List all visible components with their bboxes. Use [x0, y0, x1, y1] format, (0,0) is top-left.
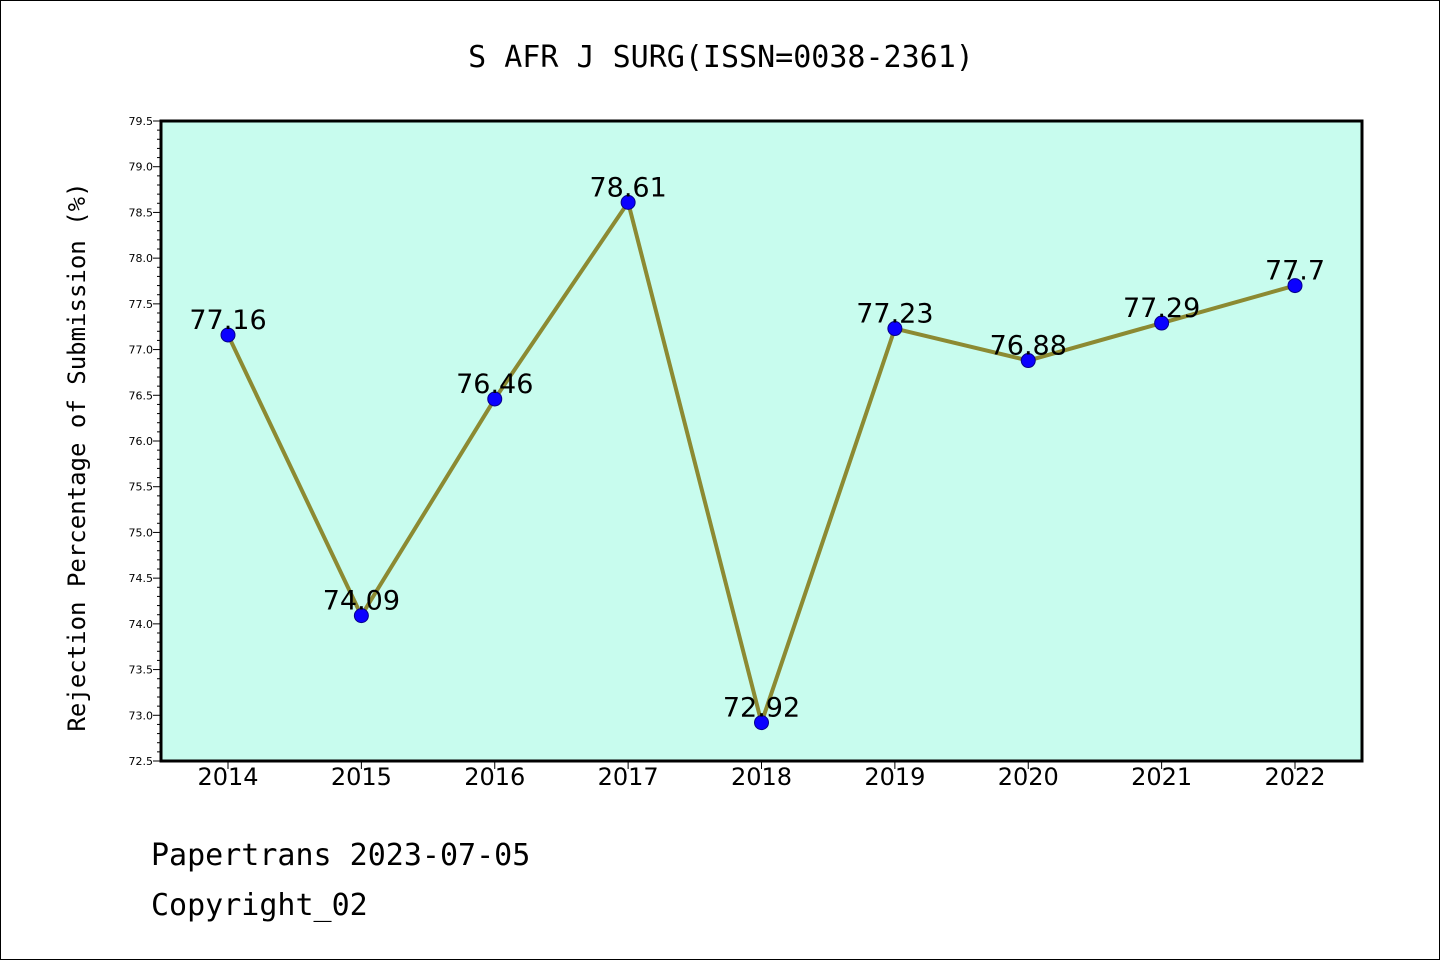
data-point [487, 391, 503, 407]
data-point [1287, 278, 1303, 294]
y-tick-label: 77.0 [129, 344, 154, 357]
data-point [887, 321, 903, 337]
data-label: 77.23 [856, 299, 933, 330]
y-tick-label: 75.0 [129, 526, 154, 539]
data-point [754, 715, 769, 731]
data-point [220, 327, 236, 343]
plot-border [159, 119, 1364, 763]
x-tick-label: 2018 [731, 763, 792, 791]
y-tick-label: 74.5 [129, 572, 154, 585]
y-tick-label: 78.0 [129, 252, 154, 265]
y-tick-label: 79.5 [129, 115, 154, 128]
plot-area: 72.5 73.0 73.5 74.0 74.5 75.0 75.5 76.0 76.5 77.0… [129, 115, 1364, 791]
footer-copyright: Copyright_02 [151, 888, 368, 923]
y-tick-label: 75.5 [129, 481, 154, 494]
data-label: 77.29 [1123, 293, 1200, 324]
y-tick-label: 78.5 [129, 206, 154, 219]
data-label: 72.92 [723, 693, 800, 724]
data-point [1020, 353, 1036, 369]
data-label: 77.16 [189, 305, 266, 336]
y-axis-label: Rejection Percentage of Submission (%) [63, 182, 91, 731]
plot-background [161, 121, 1362, 761]
y-tick-label: 73.0 [129, 709, 154, 722]
data-label: 74.09 [323, 586, 400, 617]
y-tick-label: 73.5 [129, 664, 154, 677]
x-tick-label: 2014 [197, 763, 258, 791]
data-label: 78.61 [589, 172, 666, 203]
x-tick-label: 2015 [331, 763, 392, 791]
y-tick-label: 79.0 [129, 161, 154, 174]
y-tick-label: 74.0 [129, 618, 154, 631]
x-tick-label: 2022 [1264, 763, 1325, 791]
data-label: 77.7 [1265, 256, 1325, 287]
x-tick-label: 2016 [464, 763, 525, 791]
data-point [353, 608, 369, 624]
chart-title: S AFR J SURG(ISSN=0038-2361) [468, 40, 974, 75]
y-tick-label: 76.0 [129, 435, 154, 448]
x-tick-label: 2017 [598, 763, 659, 791]
x-tick-label: 2019 [864, 763, 925, 791]
data-point [620, 194, 636, 210]
x-tick-label: 2021 [1131, 763, 1192, 791]
x-tick-label: 2020 [998, 763, 1059, 791]
y-tick-label: 72.5 [129, 755, 154, 768]
footer-date: Papertrans 2023-07-05 [151, 838, 530, 873]
y-tick-label: 76.5 [129, 389, 154, 402]
data-point [1154, 315, 1170, 331]
data-label: 76.46 [456, 369, 533, 400]
y-tick-label: 77.5 [129, 298, 154, 311]
data-label: 76.88 [990, 331, 1067, 362]
